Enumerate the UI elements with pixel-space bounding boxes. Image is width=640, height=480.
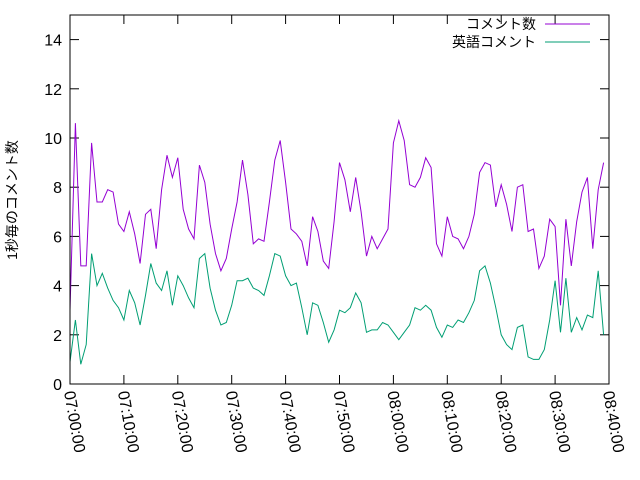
y-axis-ticks: 0 2 4 6 8 10 12 14 <box>44 33 609 394</box>
series-line-2 <box>69 252 605 365</box>
y-tick-label: 6 <box>53 229 62 246</box>
y-tick-label: 0 <box>53 377 62 394</box>
y-tick-label: 10 <box>44 131 62 148</box>
y-axis-label: 1秒毎のコメント数 <box>4 140 20 260</box>
legend-label-1: コメント数 <box>466 16 536 32</box>
y-tick-label: 2 <box>53 328 62 345</box>
series-line-1 <box>69 118 605 311</box>
y-tick-label: 12 <box>44 82 62 99</box>
y-tick-label: 14 <box>44 33 62 50</box>
legend-label-2: 英語コメント <box>452 34 536 50</box>
y-tick-label: 8 <box>53 180 62 197</box>
series-lines <box>69 118 605 365</box>
y-tick-label: 4 <box>53 279 62 296</box>
plot-frame <box>69 14 610 385</box>
